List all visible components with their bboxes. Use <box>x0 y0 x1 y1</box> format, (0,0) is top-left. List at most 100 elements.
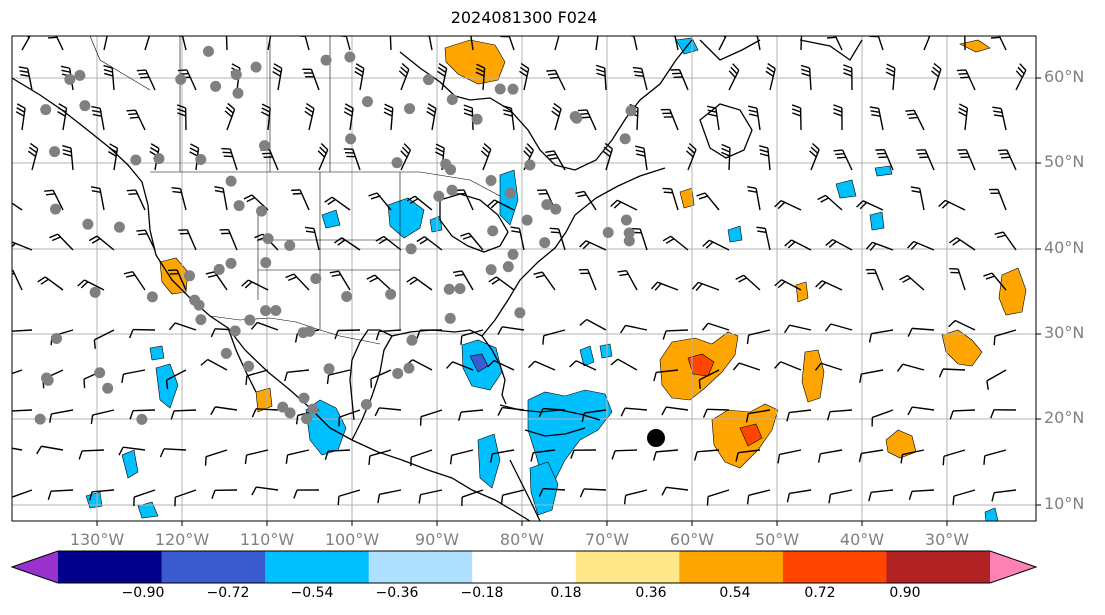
map-content <box>12 36 1036 521</box>
wind-barb <box>88 235 115 251</box>
station-marker <box>341 291 353 303</box>
wind-barb <box>661 406 689 416</box>
wind-barb <box>49 409 74 423</box>
station-marker <box>571 112 583 124</box>
station-marker <box>136 413 148 425</box>
wind-barb <box>900 449 925 464</box>
wind-barb <box>458 409 484 421</box>
wind-barb <box>488 276 515 291</box>
wind-barb <box>36 445 64 455</box>
wind-barb <box>90 186 105 211</box>
wind-barb <box>418 489 443 504</box>
wind-barb <box>502 105 515 131</box>
station-marker <box>539 237 551 249</box>
wind-barb <box>337 489 361 506</box>
wind-barb <box>948 319 976 331</box>
wind-barb <box>990 409 1017 419</box>
wind-barb <box>293 489 320 499</box>
wind-barb <box>510 226 525 251</box>
storm-center-marker <box>647 429 665 447</box>
wind-barb <box>136 69 156 91</box>
colorbar-cell <box>472 551 577 583</box>
wind-barb <box>416 236 443 251</box>
wind-barb <box>653 369 679 382</box>
wind-barb <box>410 449 433 467</box>
colorbar-extend-high <box>990 551 1036 583</box>
wind-barb <box>721 143 731 171</box>
wind-barb <box>871 409 894 427</box>
station-marker <box>494 83 506 95</box>
wind-barb <box>460 329 484 345</box>
wind-barb <box>696 192 720 211</box>
wind-barb <box>178 229 197 251</box>
lon-label-40w: 40°W <box>839 530 885 549</box>
station-marker <box>82 218 94 230</box>
wind-barb <box>931 62 942 91</box>
station-marker <box>220 347 232 359</box>
wind-barb <box>400 143 412 171</box>
wind-barb <box>333 237 361 251</box>
station-marker <box>213 263 225 275</box>
wind-barb <box>896 363 925 372</box>
station-marker <box>64 73 76 85</box>
station-marker <box>406 334 418 346</box>
wind-barb <box>706 489 730 506</box>
wind-barb <box>108 143 119 171</box>
colorbar-cell <box>679 551 784 583</box>
wind-barb <box>758 145 771 171</box>
colorbar-tick: −0.54 <box>290 585 334 601</box>
wind-barb <box>983 272 1007 291</box>
station-marker <box>623 227 635 239</box>
station-marker <box>130 154 142 166</box>
wind-barb <box>885 63 896 91</box>
station-marker <box>94 367 106 379</box>
wind-barb <box>91 105 105 131</box>
coastlines <box>12 39 863 521</box>
station-marker <box>524 159 536 171</box>
wind-barb <box>828 489 853 504</box>
station-marker <box>443 283 455 295</box>
station-marker <box>244 314 256 326</box>
wind-barb <box>461 489 484 507</box>
wind-barb <box>990 36 1007 51</box>
colorbar-tick: 0.18 <box>550 585 582 601</box>
political-borders <box>89 36 501 345</box>
wind-barb <box>200 358 228 371</box>
station-marker <box>550 203 562 215</box>
wind-barb <box>49 233 74 251</box>
wind-barb <box>908 489 935 501</box>
wind-barb <box>251 486 279 496</box>
wind-barb <box>569 360 597 371</box>
wind-barb <box>424 36 433 51</box>
wind-barb <box>551 102 562 131</box>
wind-barb <box>245 369 269 385</box>
wind-barb <box>12 409 33 412</box>
station-marker <box>153 153 165 165</box>
wind-barb <box>272 63 283 91</box>
station-marker <box>320 54 332 66</box>
wind-barb <box>302 68 320 91</box>
wind-barb <box>610 199 638 211</box>
station-marker <box>360 399 372 411</box>
wind-barb <box>324 449 351 460</box>
station-marker <box>625 105 637 117</box>
colorbar <box>10 550 1038 584</box>
wind-barb <box>426 103 437 131</box>
station-marker <box>446 184 458 196</box>
wind-barb <box>497 406 525 416</box>
station-marker <box>225 257 237 269</box>
wind-barb <box>204 449 228 466</box>
station-marker <box>507 248 519 260</box>
station-marker <box>345 133 357 145</box>
station-marker <box>260 305 272 317</box>
wind-barb <box>144 36 151 51</box>
colorbar-tick: −0.18 <box>460 585 504 601</box>
wind-barb <box>47 36 64 51</box>
wind-barb <box>732 362 761 371</box>
station-marker <box>233 200 245 212</box>
station-marker <box>243 360 255 372</box>
station-marker <box>284 240 296 252</box>
wind-barb <box>784 239 812 251</box>
colorbar-cell <box>782 551 887 583</box>
wind-barb <box>856 200 884 211</box>
